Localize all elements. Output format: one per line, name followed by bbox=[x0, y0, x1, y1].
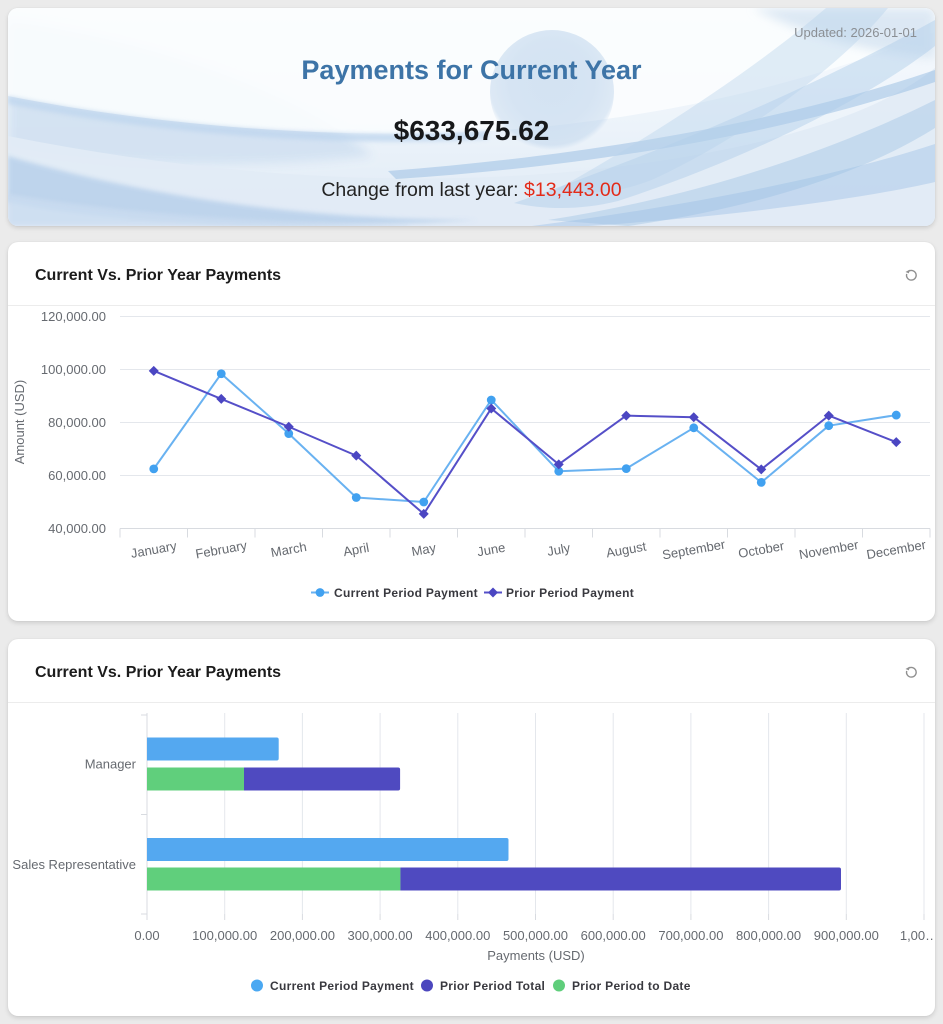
svg-text:July: July bbox=[546, 540, 572, 559]
svg-text:Amount (USD): Amount (USD) bbox=[12, 380, 27, 465]
svg-text:80,000.00: 80,000.00 bbox=[48, 415, 106, 430]
svg-text:100,000.00: 100,000.00 bbox=[41, 362, 106, 377]
svg-text:Sales Representative: Sales Representative bbox=[12, 857, 136, 872]
svg-text:120,000.00: 120,000.00 bbox=[41, 309, 106, 324]
svg-text:May: May bbox=[410, 540, 437, 559]
svg-text:Prior Period to Date: Prior Period to Date bbox=[572, 979, 691, 993]
svg-text:900,000.00: 900,000.00 bbox=[814, 928, 879, 943]
svg-text:100,000.00: 100,000.00 bbox=[192, 928, 257, 943]
svg-text:February: February bbox=[194, 538, 248, 562]
svg-text:October: October bbox=[737, 538, 786, 561]
svg-text:800,000.00: 800,000.00 bbox=[736, 928, 801, 943]
svg-text:March: March bbox=[270, 539, 308, 560]
svg-text:Prior Period Total: Prior Period Total bbox=[440, 979, 545, 993]
svg-text:60,000.00: 60,000.00 bbox=[48, 468, 106, 483]
svg-text:0.00: 0.00 bbox=[134, 928, 159, 943]
svg-text:December: December bbox=[865, 537, 927, 562]
svg-text:600,000.00: 600,000.00 bbox=[581, 928, 646, 943]
svg-text:November: November bbox=[798, 537, 860, 562]
svg-text:June: June bbox=[476, 540, 506, 560]
svg-text:Manager: Manager bbox=[85, 757, 137, 772]
svg-text:700,000.00: 700,000.00 bbox=[658, 928, 723, 943]
svg-text:1,00…: 1,00… bbox=[900, 928, 935, 943]
svg-text:400,000.00: 400,000.00 bbox=[425, 928, 490, 943]
svg-text:August: August bbox=[605, 539, 648, 561]
svg-text:Current Period Payment: Current Period Payment bbox=[334, 586, 478, 600]
svg-text:40,000.00: 40,000.00 bbox=[48, 521, 106, 536]
svg-text:500,000.00: 500,000.00 bbox=[503, 928, 568, 943]
svg-text:Prior Period Payment: Prior Period Payment bbox=[506, 586, 634, 600]
svg-text:Payments (USD): Payments (USD) bbox=[487, 948, 585, 963]
svg-text:January: January bbox=[130, 538, 179, 561]
svg-text:200,000.00: 200,000.00 bbox=[270, 928, 335, 943]
svg-text:300,000.00: 300,000.00 bbox=[348, 928, 413, 943]
svg-text:Current Period Payment: Current Period Payment bbox=[270, 979, 414, 993]
svg-text:April: April bbox=[342, 540, 370, 559]
svg-text:September: September bbox=[661, 536, 727, 562]
